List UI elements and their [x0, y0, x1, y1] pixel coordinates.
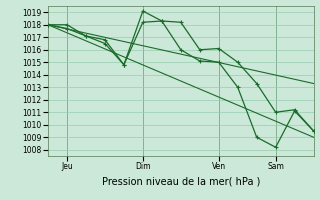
X-axis label: Pression niveau de la mer( hPa ): Pression niveau de la mer( hPa ): [102, 177, 260, 187]
